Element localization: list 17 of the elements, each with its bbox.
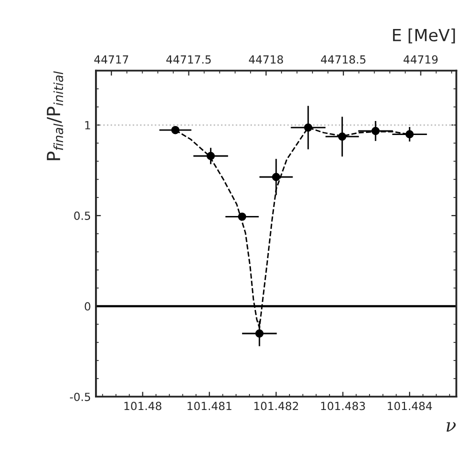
- x-tick-label: 101.482: [254, 402, 298, 410]
- x2-tick-label: 44717: [94, 55, 128, 64]
- x-tick-label: 101.481: [188, 402, 232, 410]
- x2-tick-label: 44719: [404, 55, 438, 64]
- x-tick-label: 101.483: [321, 402, 365, 410]
- y-tick-label: -0.5: [70, 392, 90, 402]
- y-tick-label: 0.5: [74, 212, 90, 220]
- y-axis-title: P$_{final}$/P$_{initial}$: [46, 71, 64, 160]
- x2-tick-label: 44718: [248, 55, 283, 64]
- y-tick-label: 1: [85, 121, 90, 130]
- x2-axis-title: E [MeV]: [393, 28, 455, 44]
- x-tick-label: 101.484: [388, 402, 432, 410]
- x2-tick-label: 44717.5: [166, 55, 211, 64]
- x-tick-label: 101.48: [124, 402, 162, 410]
- x-axis-title: ν: [446, 422, 456, 432]
- x2-tick-label: 44718.5: [320, 55, 366, 64]
- y-tick-label: 0: [84, 302, 90, 311]
